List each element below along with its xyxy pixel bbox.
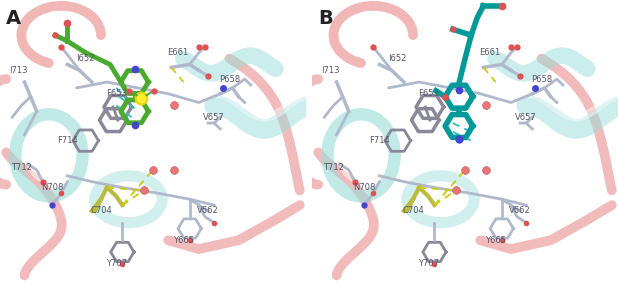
Text: Y665: Y665 [485, 236, 506, 245]
Text: B: B [318, 9, 333, 28]
Text: P658: P658 [531, 75, 552, 84]
Text: V662: V662 [509, 207, 531, 215]
Text: T712: T712 [11, 163, 32, 171]
Text: F714: F714 [57, 136, 78, 145]
Text: F653: F653 [418, 89, 439, 98]
Text: Y707: Y707 [106, 259, 127, 268]
Text: E661: E661 [479, 48, 500, 57]
Text: F714: F714 [369, 136, 390, 145]
Text: C704: C704 [90, 207, 112, 215]
Ellipse shape [25, 127, 72, 184]
Text: E661: E661 [167, 48, 188, 57]
Text: P658: P658 [219, 75, 240, 84]
Text: Y665: Y665 [173, 236, 194, 245]
Text: N708: N708 [353, 183, 375, 192]
Text: T712: T712 [323, 163, 344, 171]
Text: V657: V657 [203, 113, 225, 122]
Text: V657: V657 [515, 113, 537, 122]
Text: A: A [6, 9, 21, 28]
Text: Y707: Y707 [418, 259, 439, 268]
Text: F653: F653 [106, 89, 127, 98]
Text: I652: I652 [77, 54, 95, 63]
Text: I713: I713 [9, 66, 28, 75]
Text: I652: I652 [389, 54, 407, 63]
Text: I713: I713 [321, 66, 340, 75]
Ellipse shape [337, 127, 384, 184]
Text: V662: V662 [197, 207, 219, 215]
Text: C704: C704 [402, 207, 424, 215]
Text: N708: N708 [41, 183, 63, 192]
